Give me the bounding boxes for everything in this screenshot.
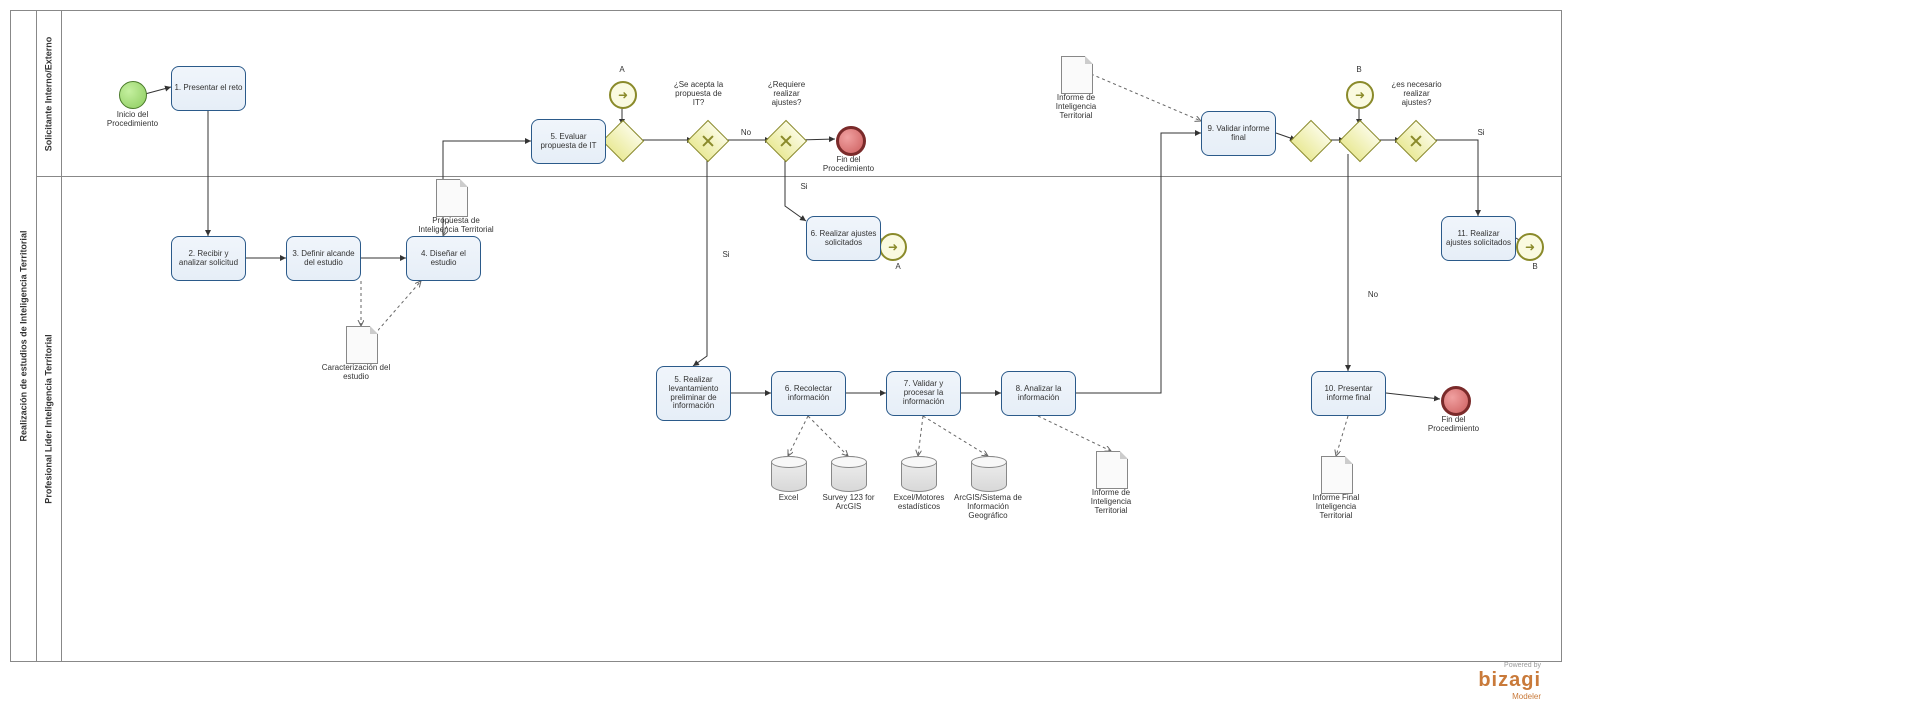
- gateway-merge-a: [602, 120, 644, 162]
- lane-top-text: Solicitante Interno/Externo: [44, 36, 54, 151]
- task-2-label: 2. Recibir y analizar solicitud: [174, 250, 243, 268]
- g4-label: ¿es necesario realizar ajustes?: [1389, 81, 1444, 107]
- bpmn-canvas: Realización de estudios de Inteligencia …: [10, 10, 1562, 662]
- start-label: Inicio del Procedimiento: [105, 111, 160, 129]
- task-8-label: 8. Analizar la información: [1004, 385, 1073, 403]
- ds-survey-label: Survey 123 for ArcGIS: [821, 494, 876, 512]
- gateway-accept-proposal: [687, 120, 729, 162]
- footer-brand: bizagi: [1478, 669, 1541, 692]
- gateway-requires-adjust: [765, 120, 807, 162]
- datastore-survey123: [831, 456, 867, 492]
- task-10: 10. Presentar informe final: [1311, 371, 1386, 416]
- doc-informe-final-label: Informe Final Inteligencia Territorial: [1301, 494, 1371, 520]
- task-3-label: 3. Definir alcande del estudio: [289, 250, 358, 268]
- task-9: 9. Validar informe final: [1201, 111, 1276, 156]
- link-event-a-throw: ➜: [879, 233, 907, 261]
- task-11-label: 11. Realizar ajustes solicitados: [1444, 230, 1513, 248]
- end-event-1: [836, 126, 866, 156]
- task-7: 7. Validar y procesar la información: [886, 371, 961, 416]
- link-event-b-catch: ➜: [1346, 81, 1374, 109]
- doc-characterization: [346, 326, 378, 364]
- task-2: 2. Recibir y analizar solicitud: [171, 236, 246, 281]
- gateway-merge-b0: [1290, 120, 1332, 162]
- doc-informe-it-2: [1061, 56, 1093, 94]
- datastore-arcgis: [971, 456, 1007, 492]
- task-5b: 5. Realizar levantamiento preliminar de …: [656, 366, 731, 421]
- edge-g4-si: Si: [1466, 129, 1496, 138]
- task-4-label: 4. Diseñar el estudio: [409, 250, 478, 268]
- pool-label-text: Realización de estudios de Inteligencia …: [19, 231, 29, 442]
- footer-branding: Powered by bizagi Modeler: [1478, 662, 1541, 701]
- task-5b-label: 5. Realizar levantamiento preliminar de …: [659, 376, 728, 411]
- ds-stats-label: Excel/Motores estadísticos: [889, 494, 949, 512]
- end1-label: Fin del Procedimiento: [821, 156, 876, 174]
- linkB-in-label: B: [1344, 66, 1374, 75]
- doc-informe-it-1-label: Informe de Inteligencia Territorial: [1076, 489, 1146, 515]
- linkA-out-label: A: [883, 263, 913, 272]
- task-7-label: 7. Validar y procesar la información: [889, 380, 958, 406]
- end2-label: Fin del Procedimiento: [1426, 416, 1481, 434]
- end-event-2: [1441, 386, 1471, 416]
- doc-informe-final: [1321, 456, 1353, 494]
- task-1-label: 1. Presentar el reto: [174, 84, 242, 93]
- edge-g1-no: No: [731, 129, 761, 138]
- link-event-a-catch: ➜: [609, 81, 637, 109]
- footer-sub: Modeler: [1478, 692, 1541, 701]
- task-1: 1. Presentar el reto: [171, 66, 246, 111]
- doc-char-label: Caracterización del estudio: [321, 364, 391, 382]
- task-6b: 6. Recolectar información: [771, 371, 846, 416]
- edge-g4-no: No: [1358, 291, 1388, 300]
- doc-proposal-label: Propuesta de Inteligencia Territorial: [411, 217, 501, 235]
- lane-bottom-text: Profesional Líder Inteligencia Territori…: [44, 334, 54, 503]
- edge-g1-si: Si: [711, 251, 741, 260]
- doc-informe-it-1: [1096, 451, 1128, 489]
- start-event: [119, 81, 147, 109]
- g2-label: ¿Requiere realizar ajustes?: [759, 81, 814, 107]
- linkA-in-label: A: [607, 66, 637, 75]
- doc-informe-it-2-label: Informe de Inteligencia Territorial: [1041, 94, 1111, 120]
- task-6a-label: 6. Realizar ajustes solicitados: [809, 230, 878, 248]
- datastore-excel: [771, 456, 807, 492]
- task-6a: 6. Realizar ajustes solicitados: [806, 216, 881, 261]
- task-11: 11. Realizar ajustes solicitados: [1441, 216, 1516, 261]
- task-4: 4. Diseñar el estudio: [406, 236, 481, 281]
- footer-powered: Powered by: [1478, 662, 1541, 669]
- task-10-label: 10. Presentar informe final: [1314, 385, 1383, 403]
- task-5a: 5. Evaluar propuesta de IT: [531, 119, 606, 164]
- doc-proposal: [436, 179, 468, 217]
- task-5a-label: 5. Evaluar propuesta de IT: [534, 133, 603, 151]
- lane-separator: [36, 176, 1561, 177]
- g1-label: ¿Se acepta la propuesta de IT?: [671, 81, 726, 107]
- ds-arcgis-label: ArcGIS/Sistema de Información Geográfico: [953, 494, 1023, 520]
- task-3: 3. Definir alcande del estudio: [286, 236, 361, 281]
- datastore-stats: [901, 456, 937, 492]
- lane-top-label: Solicitante Interno/Externo: [36, 11, 62, 176]
- lane-bottom-label: Profesional Líder Inteligencia Territori…: [36, 176, 62, 661]
- task-6b-label: 6. Recolectar información: [774, 385, 843, 403]
- edge-g2-si: Si: [789, 183, 819, 192]
- ds-excel-label: Excel: [761, 494, 816, 503]
- task-9-label: 9. Validar informe final: [1204, 125, 1273, 143]
- task-8: 8. Analizar la información: [1001, 371, 1076, 416]
- link-event-b-throw: ➜: [1516, 233, 1544, 261]
- linkB-out-label: B: [1520, 263, 1550, 272]
- pool-label: Realización de estudios de Inteligencia …: [11, 11, 37, 661]
- gateway-merge-b: [1339, 120, 1381, 162]
- gateway-need-adjust: [1395, 120, 1437, 162]
